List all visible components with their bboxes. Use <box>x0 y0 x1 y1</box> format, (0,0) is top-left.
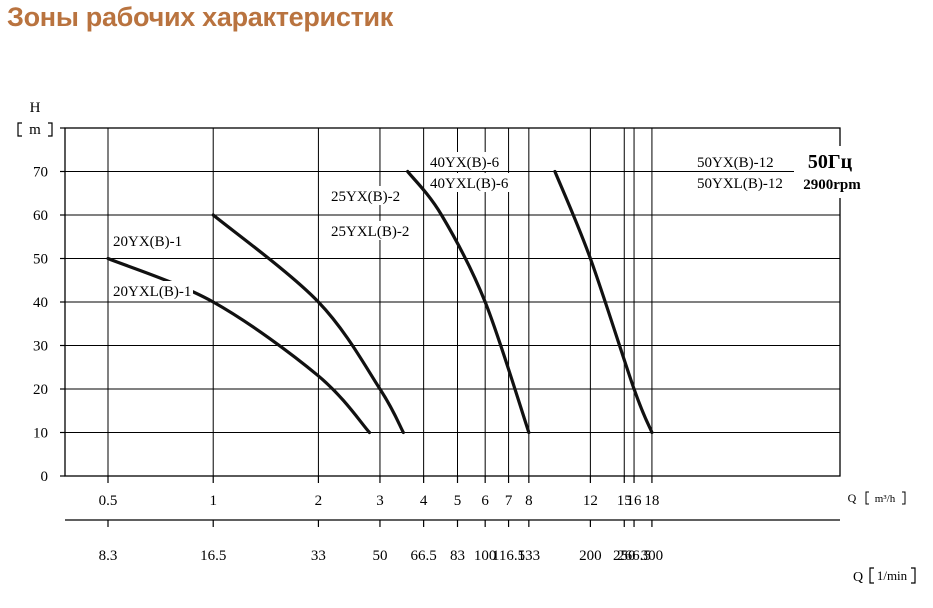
x-axis-unit-primary-text: m³/h <box>875 493 896 505</box>
series-label-bg <box>428 152 502 171</box>
x-tick-label-m3h: 6 <box>481 493 489 509</box>
series-label-bg <box>428 173 510 192</box>
x-tick-label-m3h: 7 <box>505 493 513 509</box>
x-tick-label-lmin: 300 <box>641 548 664 564</box>
y-tick-label: 70 <box>33 165 48 181</box>
x-axis-unit-secondary: 1/min <box>869 567 916 584</box>
axes: 0102030405060700.58.3116.5233350466.5583… <box>33 127 840 564</box>
x-tick-label-lmin: 16.5 <box>200 548 226 564</box>
x-tick-label-lmin: 8.3 <box>99 548 118 564</box>
y-tick-label: 40 <box>33 295 48 311</box>
x-tick-label-lmin: 100 <box>474 548 497 564</box>
series-label: 50YXL(B)-12 <box>697 176 783 192</box>
y-tick-label: 20 <box>33 382 48 398</box>
y-tick-label: 30 <box>33 339 48 355</box>
frequency-box <box>794 146 842 198</box>
frequency-note: 50Гц <box>808 151 853 173</box>
rpm-note: 2900rpm <box>803 177 861 193</box>
series-label: 25YX(B)-2 <box>331 189 400 205</box>
series-label-bg <box>111 231 185 250</box>
x-tick-label-lmin: 66.5 <box>411 548 437 564</box>
series-label-bg <box>329 221 411 240</box>
series-label: 25YXL(B)-2 <box>331 224 409 240</box>
x-tick-label-lmin: 200 <box>579 548 602 564</box>
x-axis-unit-primary: m³/h <box>865 491 906 505</box>
x-tick-label-lmin: 116.5 <box>492 548 525 564</box>
x-tick-label-m3h: 15 <box>617 493 632 509</box>
series-label: 40YX(B)-6 <box>430 155 500 171</box>
x-tick-label-m3h: 2 <box>315 493 323 509</box>
x-tick-label-lmin: 266.5 <box>617 548 651 564</box>
curve-4 <box>553 169 654 435</box>
x-tick-label-m3h: 4 <box>420 493 428 509</box>
series-label: 40YXL(B)-6 <box>430 176 509 192</box>
x-tick-label-m3h: 0.5 <box>99 493 118 509</box>
x-tick-label-m3h: 3 <box>376 493 384 509</box>
page-title: Зоны рабочих характеристик <box>7 2 394 32</box>
x-tick-label-m3h: 12 <box>583 493 598 509</box>
x-tick-label-m3h: 8 <box>525 493 533 509</box>
series-label-bg <box>329 186 403 205</box>
curve-1 <box>106 256 372 435</box>
x-tick-label-lmin: 50 <box>372 548 387 564</box>
curve-2 <box>211 213 405 435</box>
y-axis-unit-text: m <box>29 122 41 138</box>
x-axis-label-primary: Q <box>848 491 857 505</box>
x-axis-label-secondary: Q <box>853 570 863 585</box>
x-tick-label-lmin: 133 <box>518 548 541 564</box>
x-axis-unit-secondary-text: 1/min <box>877 568 908 583</box>
curves <box>106 169 654 435</box>
x-tick-label-m3h: 16 <box>627 493 643 509</box>
x-tick-label-m3h: 18 <box>644 493 659 509</box>
x-tick-label-lmin: 83 <box>450 548 465 564</box>
series-label: 20YX(B)-1 <box>113 234 182 250</box>
x-tick-label-lmin: 250 <box>613 548 636 564</box>
series-label: 20YXL(B)-1 <box>113 284 191 300</box>
curve-3 <box>406 169 531 435</box>
series-label-bg <box>111 281 193 300</box>
series-label-bg <box>695 173 786 192</box>
y-tick-label: 60 <box>33 208 48 224</box>
y-tick-label: 10 <box>33 426 48 442</box>
x-tick-label-lmin: 33 <box>311 548 326 564</box>
series-label-bg <box>695 152 777 171</box>
y-tick-label: 50 <box>33 252 48 268</box>
series-label: 50YX(B)-12 <box>697 155 774 171</box>
x-tick-label-m3h: 1 <box>209 493 217 509</box>
y-axis-unit: m <box>17 122 53 138</box>
y-axis-label: H <box>30 100 41 116</box>
y-tick-label: 0 <box>41 469 49 485</box>
x-tick-label-m3h: 5 <box>454 493 462 509</box>
labels: 20YX(B)-1 20YXL(B)-1 25YX(B)-2 25YXL(B)-2 40… <box>111 152 786 300</box>
